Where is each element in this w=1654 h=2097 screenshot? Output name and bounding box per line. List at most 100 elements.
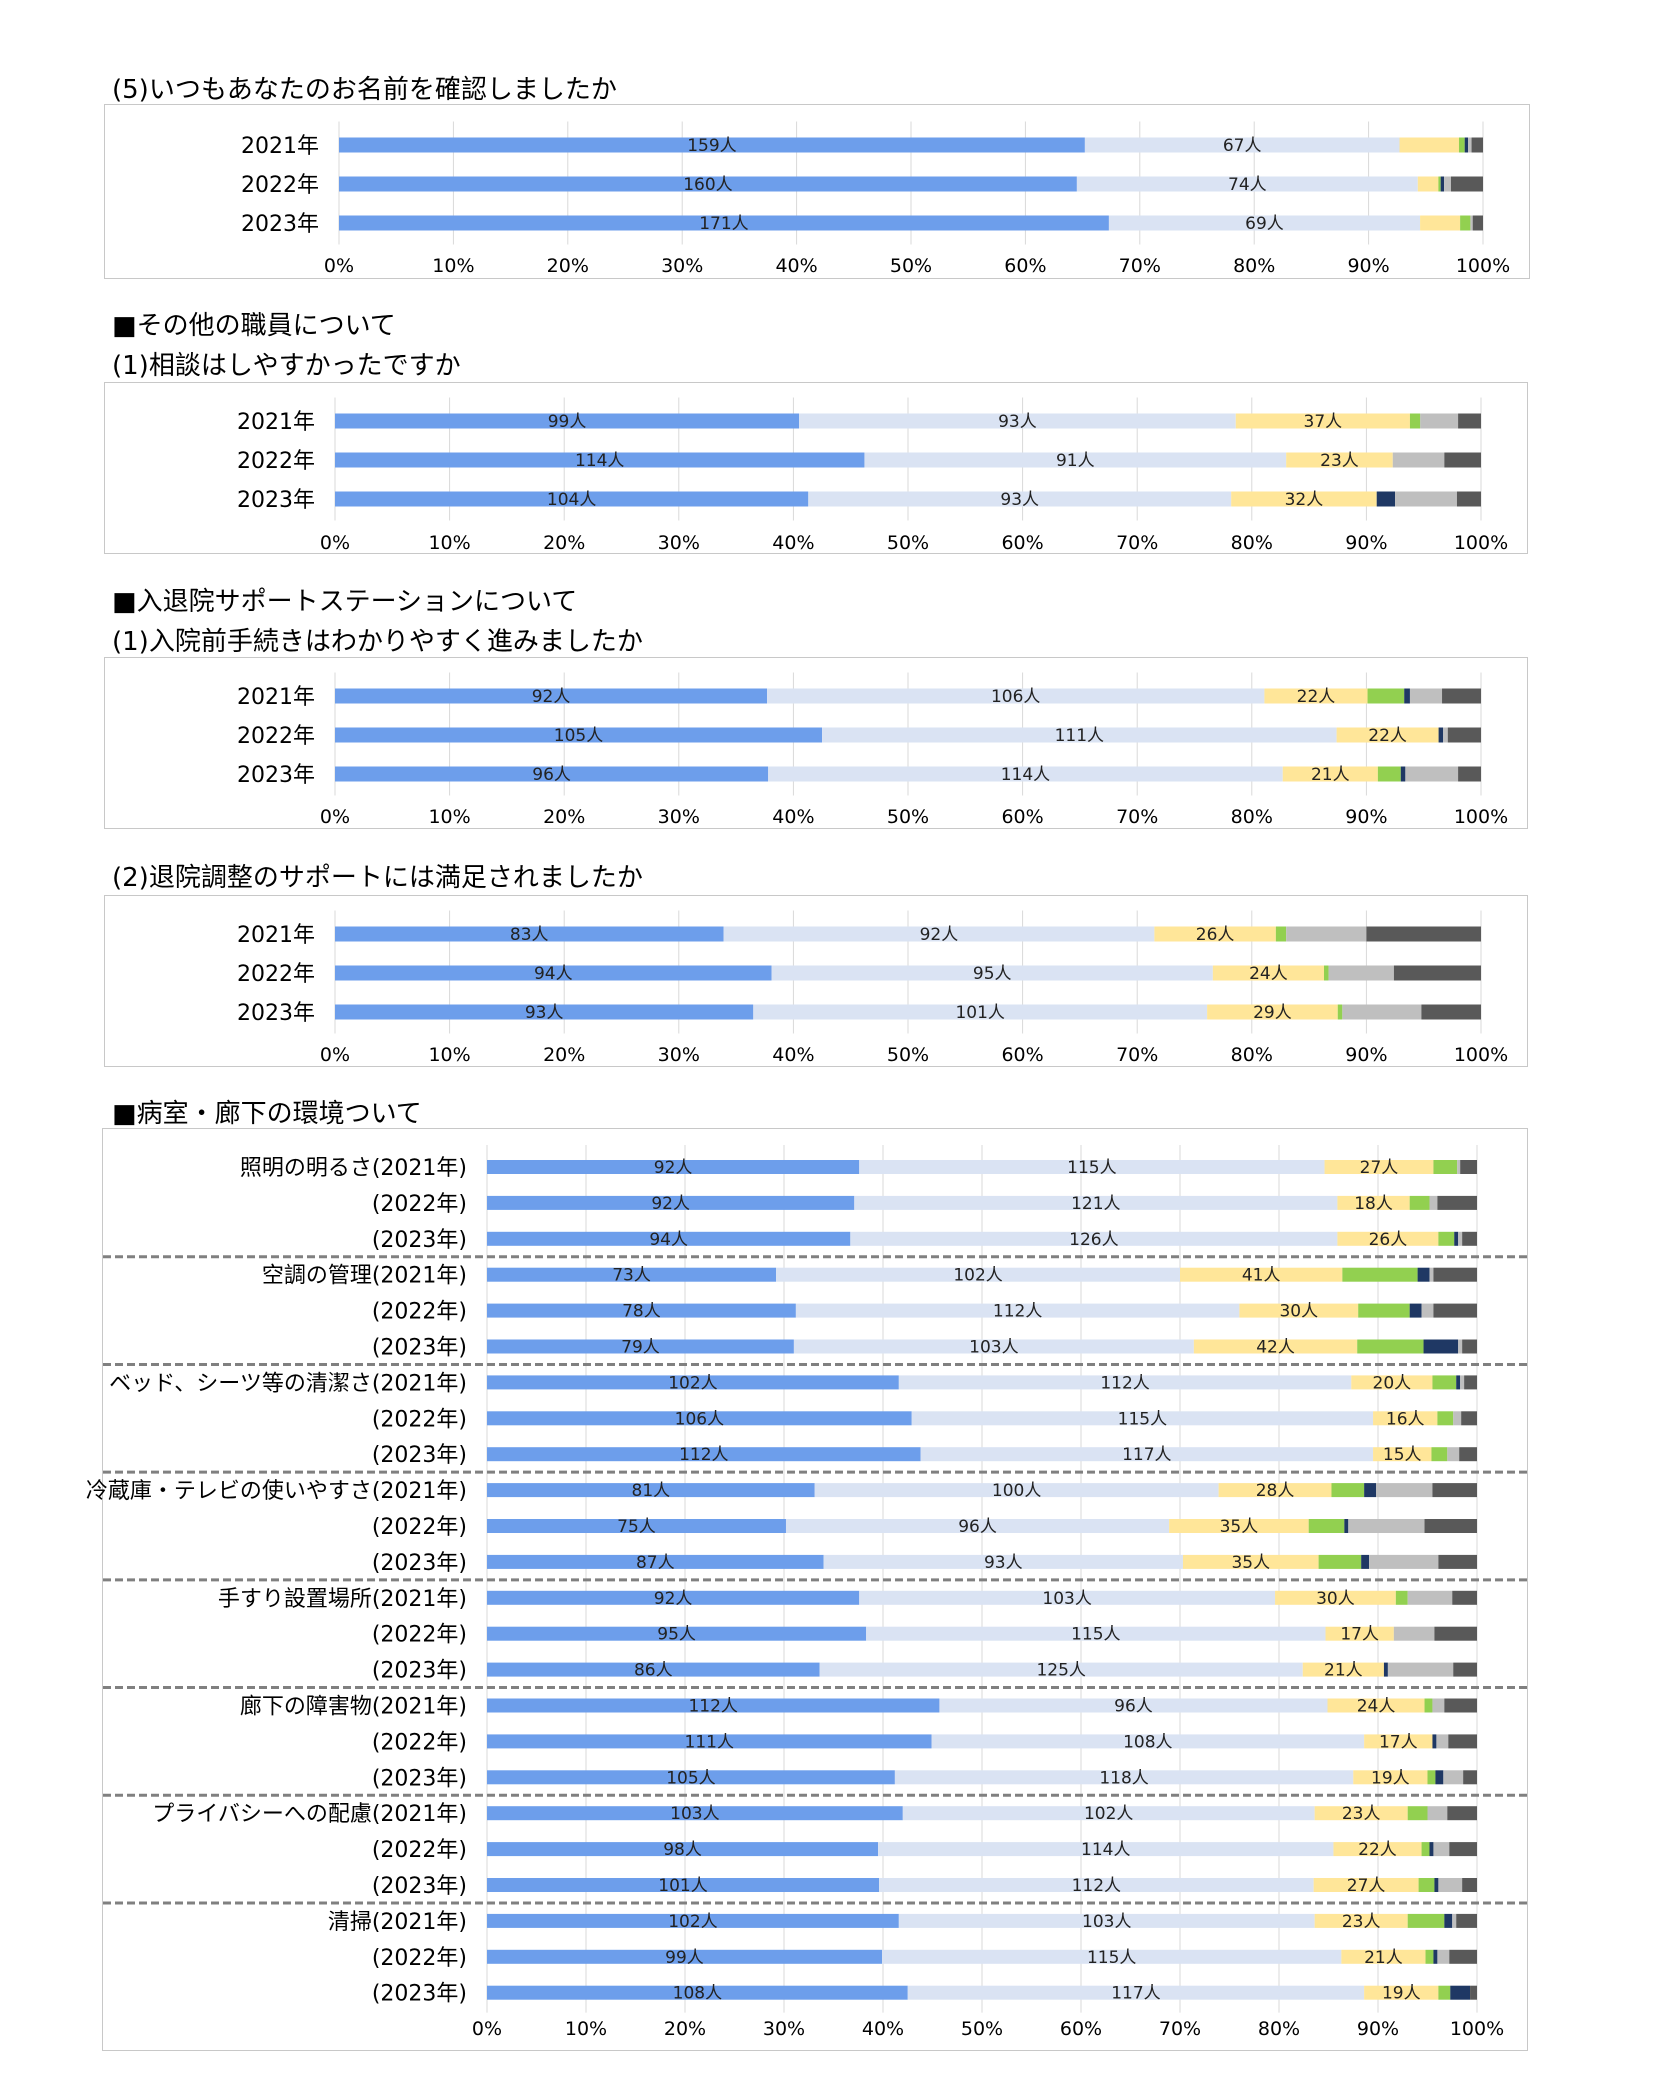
bar-segment <box>1457 1160 1461 1174</box>
x-tick-label: 20% <box>664 2018 706 2040</box>
bar-segment <box>1438 1985 1451 2000</box>
x-tick-label: 70% <box>1116 1044 1158 1066</box>
bar-segment <box>1444 1698 1477 1713</box>
bar-segment <box>1444 452 1481 468</box>
bar-segment <box>1353 1770 1428 1785</box>
category-label: (2023年) <box>372 1336 467 1361</box>
bar-segment <box>1435 1770 1444 1785</box>
x-tick-label: 30% <box>658 1044 700 1066</box>
bar-segment <box>882 1949 1342 1964</box>
bar-segment <box>1286 926 1367 942</box>
bar-segment <box>939 1698 1328 1713</box>
category-label: (2022年) <box>372 1946 467 1971</box>
bar-segment <box>487 1698 940 1713</box>
data-label: 81人 <box>632 1481 671 1501</box>
bar-segment <box>487 1411 912 1426</box>
bar-segment <box>795 1303 1240 1318</box>
bar-segment <box>335 727 823 743</box>
data-label: 24人 <box>1249 964 1288 984</box>
data-label: 103人 <box>670 1804 719 1824</box>
x-tick-label: 0% <box>320 806 350 828</box>
data-label: 114人 <box>1001 765 1050 785</box>
data-label: 30人 <box>1279 1302 1318 1322</box>
bar-segment <box>335 413 800 429</box>
x-tick-label: 50% <box>887 806 929 828</box>
data-label: 78人 <box>622 1302 661 1322</box>
bar-segment <box>1432 1483 1477 1498</box>
data-label: 99人 <box>548 412 587 432</box>
bar-segment <box>1373 1447 1432 1462</box>
data-label: 94人 <box>649 1230 688 1250</box>
bar-segment <box>1438 1554 1477 1569</box>
bar-segment <box>767 688 1265 704</box>
data-label: 171人 <box>699 214 748 234</box>
heading-consultation: (1)相談はしやすかったですか <box>112 351 461 381</box>
x-tick-label: 80% <box>1233 255 1275 277</box>
bar-segment <box>1387 1662 1454 1677</box>
data-label: 67人 <box>1223 136 1262 156</box>
data-label: 17人 <box>1379 1732 1418 1752</box>
data-label: 94人 <box>534 964 573 984</box>
category-label: 2021年 <box>237 685 315 710</box>
data-label: 37人 <box>1304 412 1343 432</box>
bar-segment <box>1421 1842 1430 1857</box>
data-label: 26人 <box>1369 1230 1408 1250</box>
chart-svg: 0% 10% 20% 30% 40% 50% 60% 70% 80% 90% 100% 2021年 83… <box>237 910 1508 1066</box>
data-label: 117人 <box>1122 1445 1171 1465</box>
bar-segment <box>1409 1303 1422 1318</box>
bar-segment <box>1456 491 1481 507</box>
bar-segment <box>1325 1626 1394 1641</box>
bar-segment <box>1450 1985 1471 2000</box>
data-label: 106人 <box>991 687 1040 707</box>
bar-segment <box>487 1519 786 1533</box>
bar-segment <box>1448 1734 1477 1749</box>
category-label: (2023年) <box>372 1659 467 1684</box>
bar-segment <box>771 965 1213 981</box>
bar-segment <box>1459 1447 1477 1462</box>
bar-segment <box>920 1447 1374 1462</box>
heading-name-check: (5)いつもあなたのお名前を確認しましたか <box>112 75 617 105</box>
data-label: 75人 <box>617 1517 656 1537</box>
heading-discharge-support: (2)退院調整のサポートには満足されましたか <box>112 863 643 893</box>
category-label: 照明の明るさ(2021年) <box>240 1156 467 1181</box>
bar-segment <box>1438 1878 1463 1892</box>
bar-segment <box>1438 1231 1455 1246</box>
bar-segment <box>1429 1195 1438 1210</box>
x-tick-label: 40% <box>862 2018 904 2040</box>
data-label: 105人 <box>666 1768 715 1788</box>
bar-segment <box>1447 1447 1460 1462</box>
bar-segment <box>793 1339 1194 1354</box>
bar-segment <box>1393 965 1481 981</box>
bar-segment <box>1358 1303 1410 1318</box>
category-label: (2023年) <box>372 1982 467 2007</box>
data-label: 96人 <box>1114 1697 1153 1717</box>
bar-segment <box>1447 727 1481 743</box>
x-tick-label: 10% <box>565 2018 607 2040</box>
bar-segment <box>1444 176 1451 192</box>
bar-segment <box>1421 1303 1434 1318</box>
bar-segment <box>1154 926 1276 942</box>
data-label: 35人 <box>1231 1553 1270 1573</box>
heading-support-station: ■入退院サポートステーションについて <box>112 587 578 617</box>
x-tick-label: 20% <box>543 532 585 554</box>
x-tick-label: 60% <box>1004 255 1046 277</box>
bar-segment <box>1443 1770 1464 1785</box>
x-tick-label: 50% <box>887 1044 929 1066</box>
bar-segment <box>1342 1004 1422 1020</box>
data-label: 27人 <box>1360 1158 1399 1178</box>
bar-segment <box>1427 1770 1436 1785</box>
bar-segment <box>1344 1519 1349 1533</box>
x-tick-label: 40% <box>775 255 817 277</box>
bar-segment <box>487 1662 820 1677</box>
x-tick-label: 10% <box>428 532 470 554</box>
bar-segment <box>1314 1913 1408 1928</box>
bar-segment <box>487 1554 824 1569</box>
x-tick-label: 50% <box>887 532 929 554</box>
category-label: 2023年 <box>241 212 319 237</box>
chart-svg: 0% 10% 20% 30% 40% 50% 60% 70% 80% 90% 100% 照明の明るさ(… <box>86 1145 1529 2040</box>
x-tick-label: 30% <box>658 806 700 828</box>
data-label: 115人 <box>1087 1948 1136 1968</box>
data-label: 27人 <box>1347 1876 1386 1896</box>
bar-segment <box>1351 1375 1433 1390</box>
data-label: 83人 <box>510 925 549 945</box>
